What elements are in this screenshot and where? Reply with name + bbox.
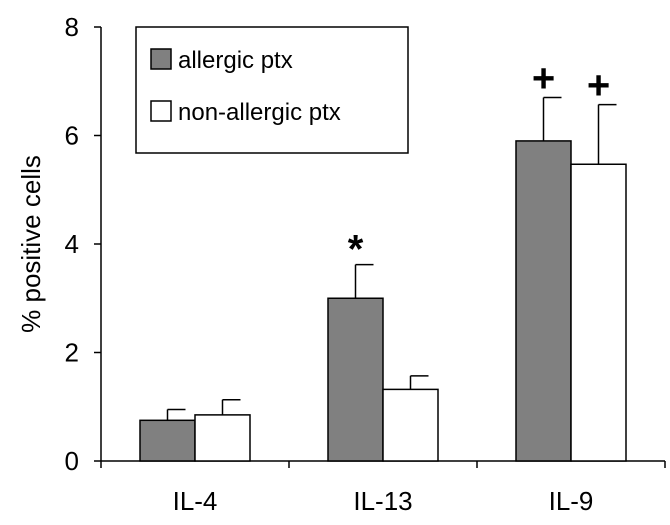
y-tick-label: 0 <box>65 446 79 476</box>
bar-non-allergic-il-13 <box>382 388 439 462</box>
x-category-label: IL-9 <box>549 486 594 516</box>
significance-marker: + <box>587 64 610 108</box>
legend-swatch <box>150 100 172 122</box>
legend: allergic ptx non-allergic ptx <box>135 26 409 154</box>
significance-marker: * <box>348 228 364 272</box>
y-tick-label: 6 <box>65 121 79 151</box>
bar-allergic-il-13 <box>327 297 384 462</box>
y-axis-title: % positive cells <box>16 155 46 333</box>
bar-allergic-il-9 <box>515 140 572 462</box>
bars <box>139 96 627 462</box>
y-tick-label: 8 <box>65 12 79 42</box>
legend-label: non-allergic ptx <box>178 99 341 126</box>
bar-non-allergic-il-9 <box>570 163 627 462</box>
y-tick-label: 2 <box>65 338 79 368</box>
significance-marker: + <box>532 57 555 101</box>
legend-swatch <box>150 48 172 70</box>
labels: % positive cells IL-4 IL-13 IL-9 * + + <box>16 57 610 516</box>
legend-label: allergic ptx <box>178 47 293 74</box>
bar-allergic-il-4 <box>139 419 196 462</box>
x-category-label: IL-4 <box>173 486 218 516</box>
y-tick-label: 4 <box>65 229 79 259</box>
bar-non-allergic-il-4 <box>194 414 251 462</box>
legend-box <box>135 26 409 154</box>
x-category-label: IL-13 <box>353 486 412 516</box>
